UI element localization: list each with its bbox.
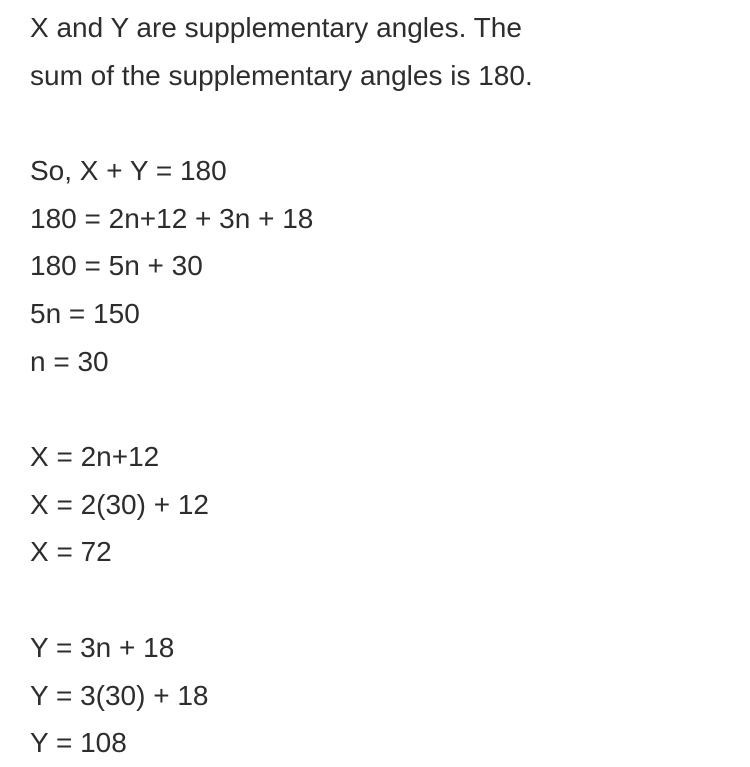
equation-line: 180 = 5n + 30: [30, 242, 720, 290]
intro-paragraph: X and Y are supplementary angles. The su…: [30, 4, 720, 99]
equation-line: Y = 108: [30, 719, 720, 767]
equation-line: Y = 3(30) + 18: [30, 672, 720, 720]
solve-n-paragraph: So, X + Y = 180 180 = 2n+12 + 3n + 18 18…: [30, 147, 720, 385]
equation-line: So, X + Y = 180: [30, 147, 720, 195]
equation-line: X = 2(30) + 12: [30, 481, 720, 529]
solve-x-paragraph: X = 2n+12 X = 2(30) + 12 X = 72: [30, 433, 720, 576]
intro-line-1: X and Y are supplementary angles. The: [30, 4, 720, 52]
equation-line: 180 = 2n+12 + 3n + 18: [30, 195, 720, 243]
equation-line: X = 2n+12: [30, 433, 720, 481]
equation-line: 5n = 150: [30, 290, 720, 338]
equation-line: n = 30: [30, 338, 720, 386]
equation-line: Y = 3n + 18: [30, 624, 720, 672]
intro-line-2: sum of the supplementary angles is 180.: [30, 52, 720, 100]
solve-y-paragraph: Y = 3n + 18 Y = 3(30) + 18 Y = 108: [30, 624, 720, 767]
equation-line: X = 72: [30, 528, 720, 576]
